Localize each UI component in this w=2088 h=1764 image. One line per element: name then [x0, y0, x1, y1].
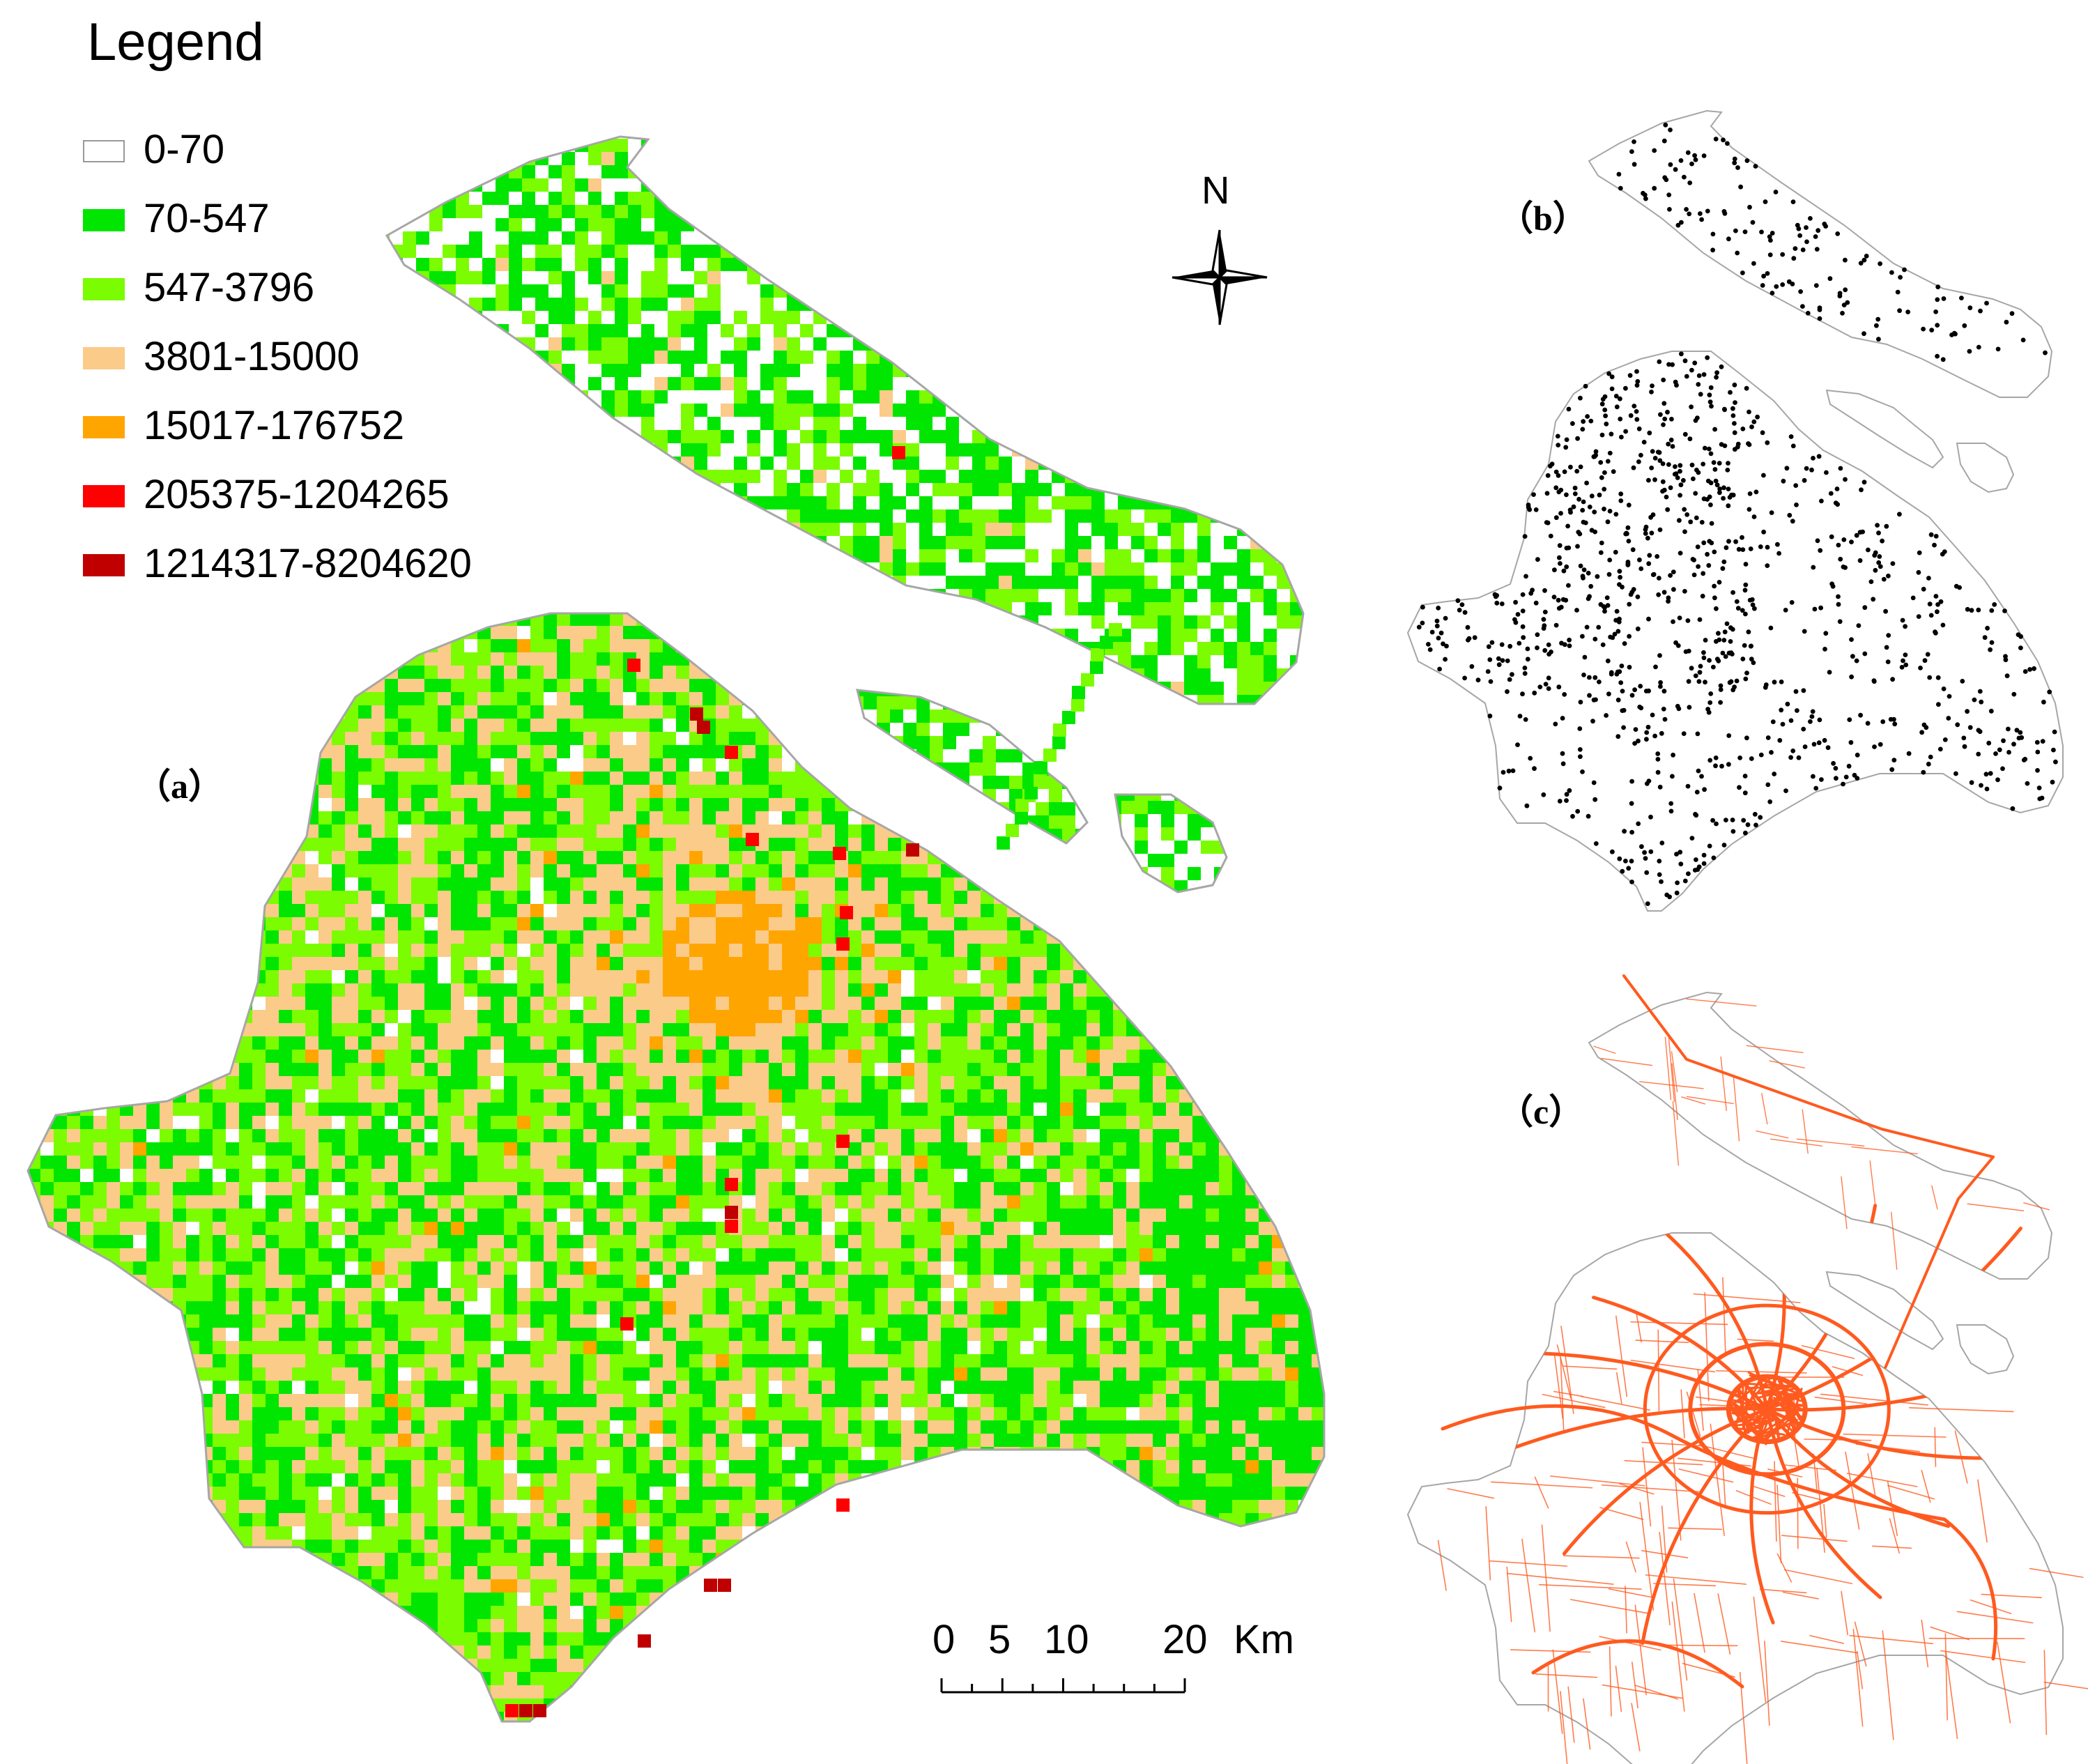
legend-swatch-6 — [83, 554, 125, 576]
scale-tick-10: 10 — [1044, 1617, 1089, 1662]
legend-swatch-4 — [83, 416, 125, 438]
legend-label-0: 0-70 — [144, 127, 224, 172]
panel-b-label: （b） — [1498, 199, 1588, 238]
compass-icon — [1172, 229, 1268, 325]
coastline-c-3 — [1956, 1324, 2015, 1375]
scale-tick-20: 20 — [1162, 1617, 1208, 1662]
scale-tick-0: 0 — [932, 1617, 955, 1662]
scale-unit: Km — [1234, 1617, 1294, 1662]
legend-label-4: 15017-176752 — [144, 403, 404, 448]
legend-label-1: 70-547 — [144, 196, 270, 241]
north-arrow: N — [1172, 168, 1268, 325]
legend-swatch-5 — [83, 485, 125, 507]
legend-label-3: 3801-15000 — [144, 334, 360, 379]
legend-swatch-2 — [83, 278, 125, 300]
coastline-c-1 — [1406, 1232, 2064, 1764]
north-label: N — [1202, 168, 1229, 212]
bridge-grid-a — [997, 623, 1122, 850]
point-layer-b — [1416, 122, 2058, 906]
coastline-b-1 — [1406, 351, 2064, 912]
coastline-b-0 — [1588, 109, 2053, 398]
coastline-b-2 — [1825, 389, 1944, 469]
legend-swatch-1 — [83, 209, 125, 231]
legend-swatch-3 — [83, 347, 125, 369]
coastline-a-1 — [26, 612, 1326, 1723]
legend-label-6: 1214317-8204620 — [144, 541, 472, 586]
legend-label-2: 547-3796 — [144, 265, 314, 310]
panel-c-map: （c） — [1406, 974, 2088, 1764]
panel-c-label: （c） — [1498, 1092, 1583, 1131]
hotspot-cells-a — [505, 446, 919, 1717]
scale-bar: 0 5 10 20 Km — [932, 1617, 1294, 1694]
coastline-a-0 — [385, 135, 1305, 705]
legend-title: Legend — [87, 13, 264, 72]
coastline-c-2 — [1825, 1271, 1944, 1351]
legend: Legend 0-70 70-547 547-3796 3801-15000 15017… — [83, 13, 472, 586]
outline-chongming-a — [387, 137, 1303, 704]
coastline-a-3 — [1114, 793, 1228, 893]
legend-label-5: 205375-1204265 — [144, 472, 450, 517]
coastline-a-2 — [856, 689, 1089, 845]
legend-swatch-0 — [83, 140, 125, 162]
panel-b-map: （b） — [1406, 109, 2064, 912]
coastline-c-0 — [1588, 991, 2053, 1280]
coastline-b-3 — [1956, 443, 2015, 493]
panel-a-label: （a） — [136, 767, 223, 806]
scale-tick-5: 5 — [988, 1617, 1011, 1662]
